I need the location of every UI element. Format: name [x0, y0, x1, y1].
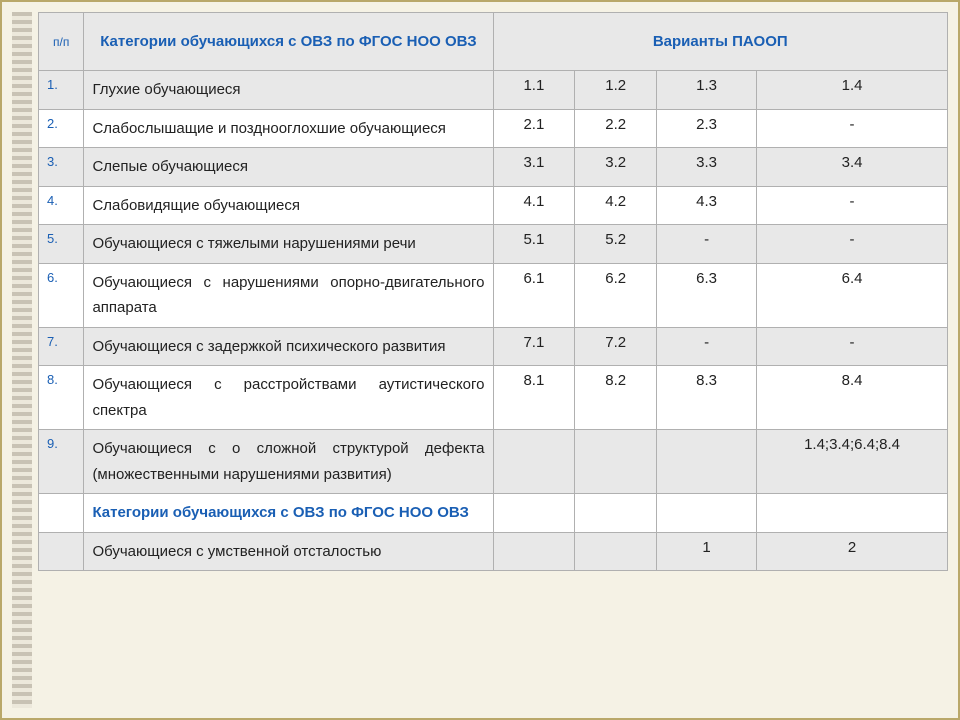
- row-variant: [575, 494, 657, 533]
- table-row: 4.Слабовидящие обучающиеся4.14.24.3-: [39, 186, 948, 225]
- row-variant: 3.4: [757, 148, 948, 187]
- table-row: 6.Обучающиеся с нарушениями опорно-двига…: [39, 263, 948, 327]
- row-variant: 6.1: [493, 263, 575, 327]
- row-variant: 2.1: [493, 109, 575, 148]
- row-num: 9.: [39, 430, 84, 494]
- row-variant: 7.1: [493, 327, 575, 366]
- row-variant: [657, 494, 757, 533]
- row-category: Слабовидящие обучающиеся: [84, 186, 493, 225]
- row-variant: [493, 532, 575, 571]
- row-variant: -: [757, 186, 948, 225]
- row-category: Обучающиеся с задержкой психического раз…: [84, 327, 493, 366]
- table-row: 1.Глухие обучающиеся1.11.21.31.4: [39, 71, 948, 110]
- row-variant: -: [657, 225, 757, 264]
- table-row: 8.Обучающиеся с расстройствами аутистиче…: [39, 366, 948, 430]
- row-variant: 6.4: [757, 263, 948, 327]
- table-row: 9.Обучающиеся с о сложной структурой деф…: [39, 430, 948, 494]
- row-variant: 1.4: [757, 71, 948, 110]
- table-row: 3.Слепые обучающиеся3.13.23.33.4: [39, 148, 948, 187]
- header-num: п/п: [39, 13, 84, 71]
- table-header: п/п Категории обучающихся с ОВЗ по ФГОС …: [39, 13, 948, 71]
- row-variant: [575, 532, 657, 571]
- row-variant: -: [757, 109, 948, 148]
- slide-page: п/п Категории обучающихся с ОВЗ по ФГОС …: [0, 0, 960, 720]
- row-variant: 1.3: [657, 71, 757, 110]
- table-row: 5.Обучающиеся с тяжелыми нарушениями реч…: [39, 225, 948, 264]
- table-row: 7.Обучающиеся с задержкой психического р…: [39, 327, 948, 366]
- row-category: Обучающиеся с тяжелыми нарушениями речи: [84, 225, 493, 264]
- row-num: 4.: [39, 186, 84, 225]
- row-variant: [493, 430, 575, 494]
- row-variant: 1.1: [493, 71, 575, 110]
- row-variant: 5.2: [575, 225, 657, 264]
- row-num: 1.: [39, 71, 84, 110]
- row-variant: -: [757, 327, 948, 366]
- row-category: Обучающиеся с умственной отсталостью: [84, 532, 493, 571]
- row-num: 3.: [39, 148, 84, 187]
- row-variant: 1.2: [575, 71, 657, 110]
- row-category: Глухие обучающиеся: [84, 71, 493, 110]
- row-variant: -: [657, 327, 757, 366]
- row-num: 2.: [39, 109, 84, 148]
- row-variant: 3.1: [493, 148, 575, 187]
- row-variant: 1: [657, 532, 757, 571]
- table-row: Обучающиеся с умственной отсталостью 12: [39, 532, 948, 571]
- row-num: 7.: [39, 327, 84, 366]
- row-num: [39, 494, 84, 533]
- row-variant: 6.2: [575, 263, 657, 327]
- row-category: Обучающиеся с расстройствами аутистическ…: [84, 366, 493, 430]
- row-variant: 4.2: [575, 186, 657, 225]
- table-row: Категории обучающихся с ОВЗ по ФГОС НОО …: [39, 494, 948, 533]
- row-variant: -: [757, 225, 948, 264]
- row-variant: 5.1: [493, 225, 575, 264]
- row-category: Обучающиеся с о сложной структурой дефек…: [84, 430, 493, 494]
- table-body: 1.Глухие обучающиеся1.11.21.31.42.Слабос…: [39, 71, 948, 571]
- binding-decoration: [12, 12, 32, 708]
- row-variant: 4.3: [657, 186, 757, 225]
- row-num: 5.: [39, 225, 84, 264]
- row-variant: 6.3: [657, 263, 757, 327]
- header-variants: Варианты ПАООП: [493, 13, 948, 71]
- table-row: 2.Слабослышащие и позднооглохшие обучающ…: [39, 109, 948, 148]
- row-category: Слабослышащие и позднооглохшие обучающие…: [84, 109, 493, 148]
- row-category: Категории обучающихся с ОВЗ по ФГОС НОО …: [84, 494, 493, 533]
- row-variant: 2.2: [575, 109, 657, 148]
- row-num: 6.: [39, 263, 84, 327]
- row-variant: 3.2: [575, 148, 657, 187]
- row-variant: 4.1: [493, 186, 575, 225]
- row-num: [39, 532, 84, 571]
- row-variant: 2: [757, 532, 948, 571]
- row-variant: 1.4;3.4;6.4;8.4: [757, 430, 948, 494]
- row-variant: 2.3: [657, 109, 757, 148]
- header-category: Категории обучающихся с ОВЗ по ФГОС НОО …: [84, 13, 493, 71]
- row-variant: 8.2: [575, 366, 657, 430]
- row-variant: [657, 430, 757, 494]
- row-variant: 3.3: [657, 148, 757, 187]
- row-variant: 7.2: [575, 327, 657, 366]
- row-variant: [575, 430, 657, 494]
- categories-table: п/п Категории обучающихся с ОВЗ по ФГОС …: [38, 12, 948, 571]
- row-variant: [757, 494, 948, 533]
- row-category: Слепые обучающиеся: [84, 148, 493, 187]
- row-category: Обучающиеся с нарушениями опорно-двигате…: [84, 263, 493, 327]
- row-variant: 8.1: [493, 366, 575, 430]
- row-variant: 8.3: [657, 366, 757, 430]
- row-variant: [493, 494, 575, 533]
- row-variant: 8.4: [757, 366, 948, 430]
- row-num: 8.: [39, 366, 84, 430]
